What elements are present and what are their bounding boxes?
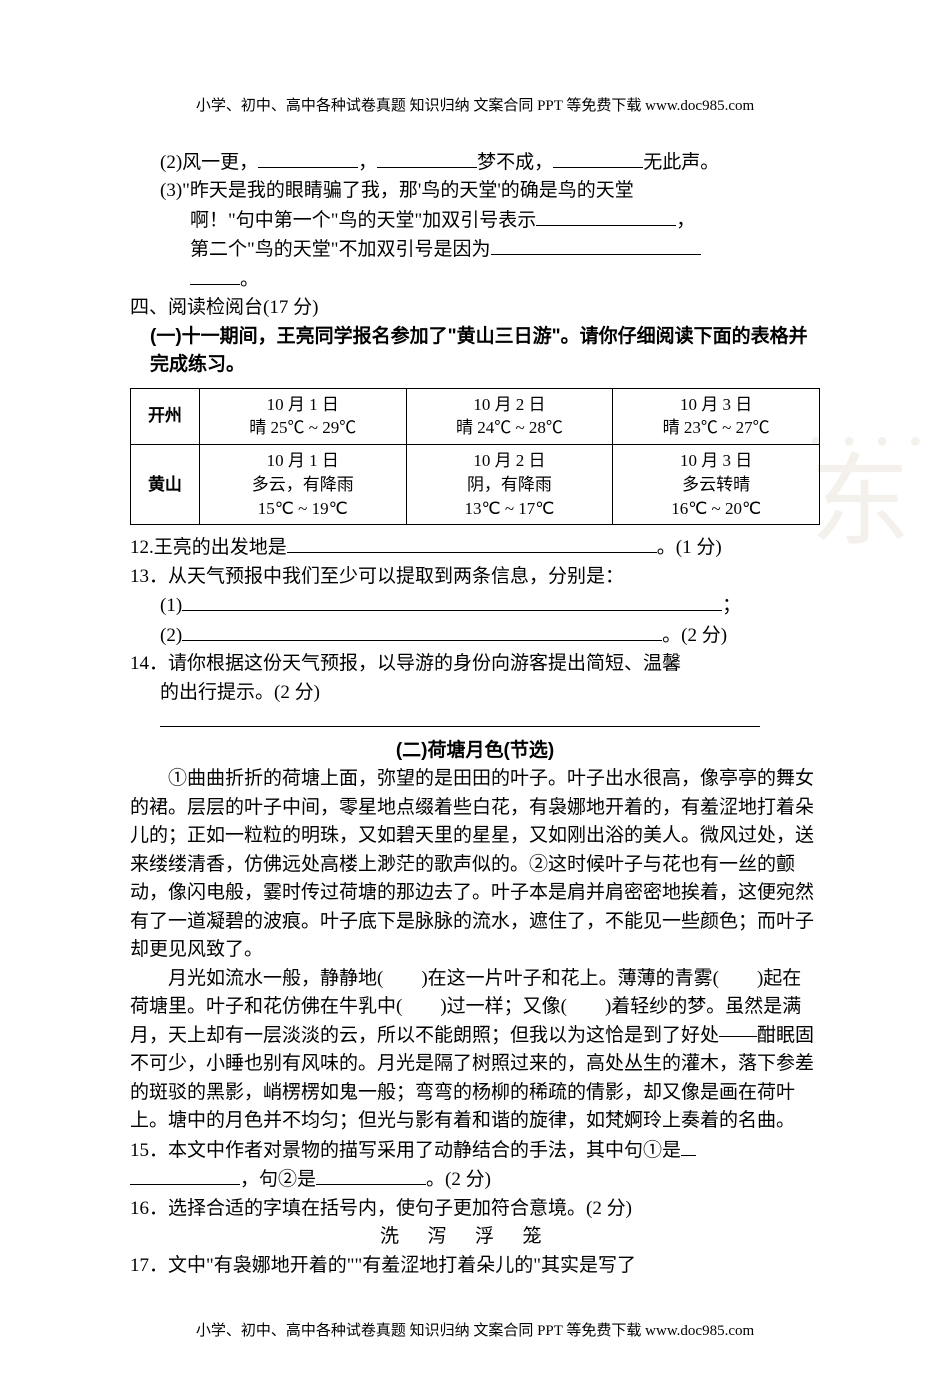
weather-row-huangshan: 黄山 10 月 1 日 多云，有降雨 15℃ ~ 19℃ 10 月 2 日 阴，… [131,445,820,525]
q15-blank2 [316,1165,426,1185]
q13-blank1 [182,591,722,611]
weather-temp: 16℃ ~ 20℃ [619,497,813,521]
q14-blank [160,707,760,727]
q2-mid1: ， [358,152,377,173]
weather-cell-1-1: 10 月 2 日 阴，有降雨 13℃ ~ 17℃ [406,445,613,525]
q3-line3: 第二个"鸟的天堂"不加双引号是因为 [130,235,820,265]
weather-cond: 多云，有降雨 [206,473,400,497]
q14-l2: 的出行提示。(2 分) [130,679,820,708]
weather-city-kaizhou: 开州 [131,388,200,445]
weather-cell-0-0: 10 月 1 日 晴 25℃ ~ 29℃ [199,388,406,445]
q13-blank2 [182,621,662,641]
q14-blank-line [130,707,820,737]
q2-mid2: 梦不成， [477,152,553,173]
weather-cond: 阴，有降雨 [413,473,607,497]
q12-blank [287,533,657,553]
q12a: 12.王亮的出发地是 [130,537,287,558]
q15-line2: ，句②是 。(2 分) [130,1165,820,1195]
q15c: 。(2 分) [426,1169,491,1190]
weather-cell-1-0: 10 月 1 日 多云，有降雨 15℃ ~ 19℃ [199,445,406,525]
q12b: 。(1 分) [657,537,722,558]
q2-line: (2)风一更， ， 梦不成， 无此声。 [130,148,820,178]
weather-temp: 13℃ ~ 17℃ [413,497,607,521]
weather-temp: 15℃ ~ 19℃ [206,497,400,521]
q2-blank3 [553,148,643,168]
q3-line2a: 啊！"句中第一个"鸟的天堂"加双引号表示 [190,210,536,231]
q2-blank1 [258,148,358,168]
weather-date: 10 月 1 日 [206,449,400,473]
header-note: 小学、初中、高中各种试卷真题 知识归纳 文案合同 PPT 等免费下载 www.d… [130,95,820,118]
q3-blank1 [536,206,676,226]
weather-cell-0-2: 10 月 3 日 晴 23℃ ~ 27℃ [613,388,820,445]
q15-blank1 [130,1165,240,1185]
q14-l1: 14．请你根据这份天气预报，以导游的身份向游客提出简短、温馨 [130,650,820,679]
q16-options: 洗泻浮笼 [130,1223,820,1252]
section4-title: 四、阅读检阅台(17 分) [130,294,820,323]
q2-tail: 无此声。 [643,152,719,173]
weather-table: 开州 10 月 1 日 晴 25℃ ~ 29℃ 10 月 2 日 晴 24℃ ~… [130,388,820,526]
q15a: 15．本文中作者对景物的描写采用了动静结合的手法，其中句①是 [130,1140,681,1161]
prose-p1: ①曲曲折折的荷塘上面，弥望的是田田的叶子。叶子出水很高，像亭亭的舞女的裙。层层的… [130,765,820,965]
q15b: ，句②是 [240,1169,316,1190]
q3-line2b: ， [676,210,695,231]
q13-l2: (2) 。(2 分) [130,621,820,651]
q2-prefix: (2)风一更， [160,152,258,173]
footer-note: 小学、初中、高中各种试卷真题 知识归纳 文案合同 PPT 等免费下载 www.d… [130,1320,820,1343]
q3-line3a: 第二个"鸟的天堂"不加双引号是因为 [190,239,491,260]
q3-blank2 [491,235,701,255]
part1-intro: (一)十一期间，王亮同学报名参加了"黄山三日游"。请你仔细阅读下面的表格并完成练… [130,323,820,380]
weather-cond: 晴 23℃ ~ 27℃ [619,416,813,440]
q13-l1: (1) ； [130,591,820,621]
q16-line: 16．选择合适的字填在括号内，使句子更加符合意境。(2 分) [130,1195,820,1224]
q15-line: 15．本文中作者对景物的描写采用了动静结合的手法，其中句①是 [130,1136,820,1166]
q12-line: 12.王亮的出发地是 。(1 分) [130,533,820,563]
q3-blank3 [190,265,240,285]
q13-l2b: 。(2 分) [662,625,727,646]
weather-cell-1-2: 10 月 3 日 多云转晴 16℃ ~ 20℃ [613,445,820,525]
q13-l1b: ； [722,595,741,616]
q17-line: 17．文中"有袅娜地开着的""有羞涩地打着朵儿的"其实是写了 [130,1252,820,1281]
q2-blank2 [377,148,477,168]
q13-head: 13．从天气预报中我们至少可以提取到两条信息，分别是： [130,563,820,592]
part2-title: (二)荷塘月色(节选) [130,737,820,766]
q3-line2: 啊！"句中第一个"鸟的天堂"加双引号表示 ， [130,206,820,236]
weather-row-kaizhou: 开州 10 月 1 日 晴 25℃ ~ 29℃ 10 月 2 日 晴 24℃ ~… [131,388,820,445]
prose-p2: 月光如流水一般，静静地( )在这一片叶子和花上。薄薄的青雾( )起在荷塘里。叶子… [130,965,820,1136]
weather-date: 10 月 3 日 [619,393,813,417]
weather-city-huangshan: 黄山 [131,445,200,525]
weather-cond: 多云转晴 [619,473,813,497]
weather-cond: 晴 25℃ ~ 29℃ [206,416,400,440]
weather-date: 10 月 3 日 [619,449,813,473]
q3-line4a: 。 [240,269,259,290]
q15-blank0 [681,1136,696,1156]
q3-line1: (3)"昨天是我的眼睛骗了我，那'鸟的天堂'的确是鸟的天堂 [130,177,820,206]
weather-date: 10 月 2 日 [413,449,607,473]
weather-cell-0-1: 10 月 2 日 晴 24℃ ~ 28℃ [406,388,613,445]
page-content: 小学、初中、高中各种试卷真题 知识归纳 文案合同 PPT 等免费下载 www.d… [0,0,950,1398]
weather-date: 10 月 2 日 [413,393,607,417]
weather-date: 10 月 1 日 [206,393,400,417]
q13-l1a: (1) [160,595,182,616]
weather-cond: 晴 24℃ ~ 28℃ [413,416,607,440]
q3-line4: 。 [130,265,820,295]
q13-l2a: (2) [160,625,182,646]
